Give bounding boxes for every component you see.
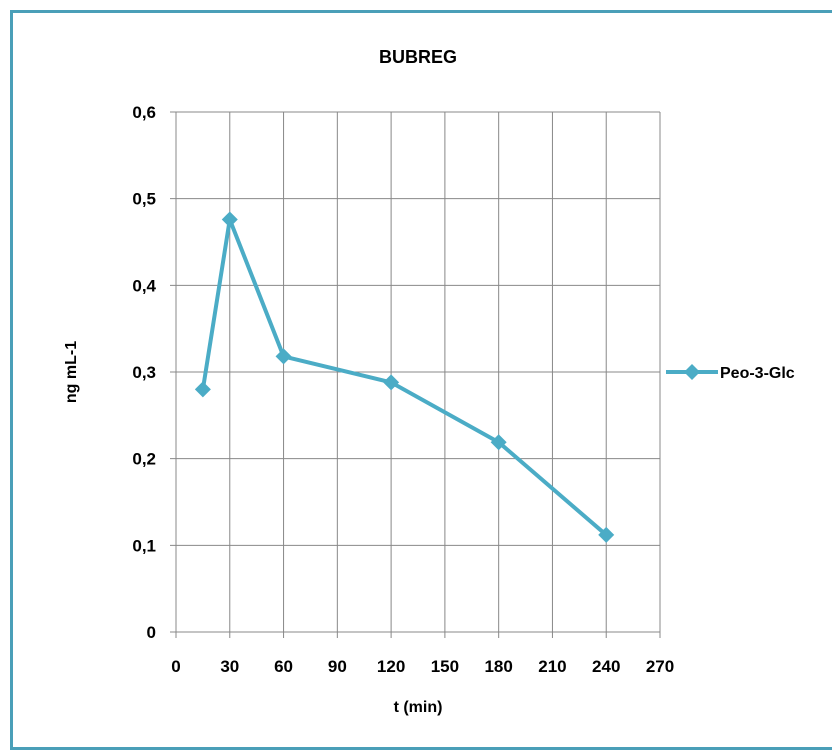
data-point-3 — [383, 374, 400, 391]
series-peo-3-glc — [194, 211, 615, 543]
data-point-5 — [598, 526, 615, 543]
data-point-0 — [194, 381, 211, 398]
x-tick-labels: 0 30 60 90 120 150 180 210 240 270 — [171, 657, 674, 676]
x-tick-label-5: 150 — [431, 657, 459, 676]
data-point-4 — [490, 434, 507, 451]
x-tick-label-7: 210 — [538, 657, 566, 676]
legend-label: Peo-3-Glc — [720, 365, 795, 382]
chart-title: BUBREG — [379, 47, 457, 67]
y-tick-label-2: 0,2 — [132, 450, 156, 469]
grid — [170, 111, 661, 638]
y-axis-label: ng mL-1 — [63, 341, 80, 403]
y-tick-label-6: 0,6 — [132, 103, 156, 122]
x-tick-label-8: 240 — [592, 657, 620, 676]
x-axis-label: t (min) — [394, 699, 443, 716]
x-tick-label-6: 180 — [484, 657, 512, 676]
legend: Peo-3-Glc — [666, 364, 795, 382]
y-tick-label-3: 0,3 — [132, 363, 156, 382]
y-tick-label-1: 0,1 — [132, 536, 156, 555]
chart-frame — [10, 10, 832, 750]
x-tick-label-4: 120 — [377, 657, 405, 676]
data-point-1 — [221, 211, 238, 228]
y-tick-label-0: 0 — [147, 623, 156, 642]
x-tick-label-0: 0 — [171, 657, 180, 676]
series-line-0 — [200, 217, 608, 537]
line-chart: BUBREG 0 30 60 90 120 150 180 210 240 270 0 0,1 0,2… — [63, 47, 795, 716]
legend-marker-diamond — [684, 364, 700, 380]
x-tick-label-1: 30 — [220, 657, 239, 676]
x-tick-label-2: 60 — [274, 657, 293, 676]
x-tick-label-3: 90 — [328, 657, 347, 676]
y-tick-label-5: 0,5 — [132, 190, 156, 209]
data-point-2 — [275, 348, 292, 365]
y-tick-label-4: 0,4 — [132, 276, 156, 295]
y-tick-labels: 0 0,1 0,2 0,3 0,4 0,5 0,6 — [132, 103, 156, 642]
x-tick-label-9: 270 — [646, 657, 674, 676]
